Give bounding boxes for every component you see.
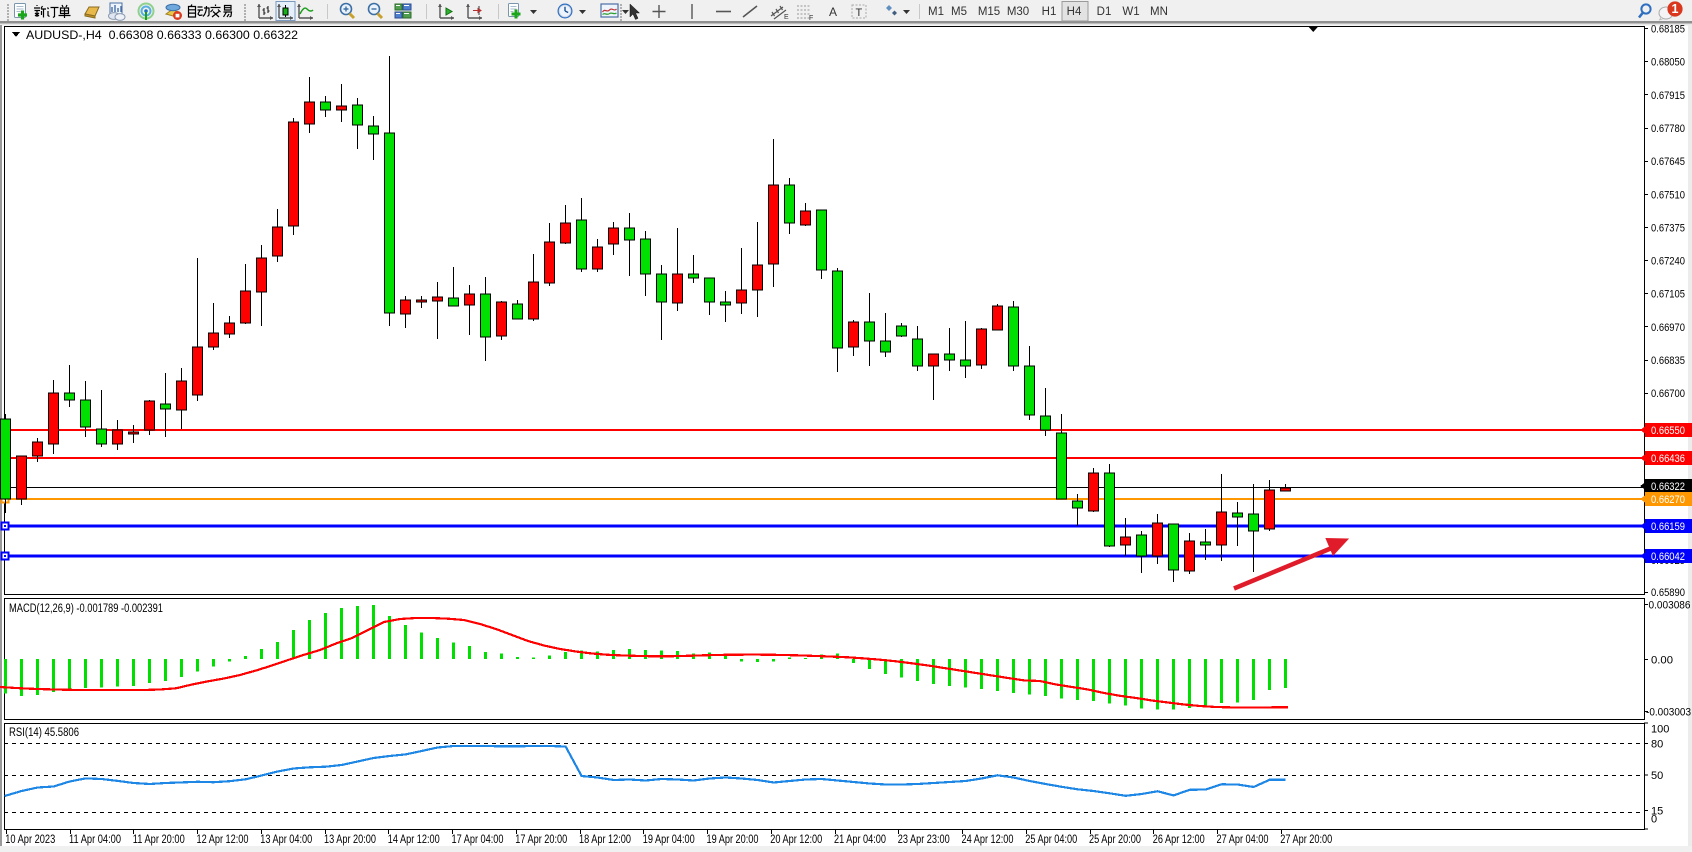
svg-text:19 Apr 20:00: 19 Apr 20:00 [707,834,759,846]
svg-text:13 Apr 04:00: 13 Apr 04:00 [260,834,312,846]
svg-text:0.66835: 0.66835 [1651,355,1685,367]
svg-text:0.00: 0.00 [1651,655,1673,667]
svg-text:0.67915: 0.67915 [1651,90,1685,102]
svg-text:0.67645: 0.67645 [1651,156,1685,168]
svg-text:M15: M15 [978,6,1000,18]
svg-text:0.67240: 0.67240 [1651,256,1685,268]
svg-text:19 Apr 04:00: 19 Apr 04:00 [643,834,695,846]
svg-text:RSI(14) 45.5806: RSI(14) 45.5806 [9,727,79,739]
svg-text:0.67375: 0.67375 [1651,222,1685,234]
svg-text:D1: D1 [1097,6,1112,18]
svg-text:-0.003003: -0.003003 [1646,707,1691,719]
svg-text:0.003086: 0.003086 [1649,599,1691,611]
svg-text:0.68185: 0.68185 [1651,24,1685,36]
svg-text:T: T [856,7,863,19]
svg-text:H4: H4 [1067,6,1082,18]
svg-text:0.65890: 0.65890 [1651,587,1685,599]
svg-text:M5: M5 [951,6,967,18]
svg-text:13 Apr 20:00: 13 Apr 20:00 [324,834,376,846]
svg-text:14 Apr 12:00: 14 Apr 12:00 [388,834,440,846]
svg-text:0.66436: 0.66436 [1651,453,1685,465]
svg-text:0.66550: 0.66550 [1651,425,1685,437]
svg-text:25 Apr 20:00: 25 Apr 20:00 [1089,834,1141,846]
svg-text:M30: M30 [1007,6,1029,18]
svg-text:15: 15 [1651,806,1663,818]
svg-text:18 Apr 12:00: 18 Apr 12:00 [579,834,631,846]
svg-text:H1: H1 [1042,6,1057,18]
svg-text:0.68050: 0.68050 [1651,57,1685,69]
svg-text:0.67105: 0.67105 [1651,289,1685,301]
svg-text:W1: W1 [1122,6,1139,18]
svg-text:MACD(12,26,9) -0.001789 -0.002: MACD(12,26,9) -0.001789 -0.002391 [9,603,163,615]
svg-text:80: 80 [1651,739,1663,751]
svg-text:MN: MN [1150,6,1168,18]
svg-text:17 Apr 20:00: 17 Apr 20:00 [515,834,567,846]
svg-text:0.66042: 0.66042 [1651,551,1685,563]
svg-text:A: A [829,5,837,19]
svg-text:11 Apr 20:00: 11 Apr 20:00 [133,834,185,846]
svg-text:12 Apr 12:00: 12 Apr 12:00 [197,834,249,846]
svg-text:0.66322: 0.66322 [1651,481,1685,493]
svg-text:0.66700: 0.66700 [1651,388,1685,400]
svg-text:0.66270: 0.66270 [1651,494,1685,506]
svg-text:0.67780: 0.67780 [1651,123,1685,135]
svg-text:0.67510: 0.67510 [1651,189,1685,201]
svg-text:25 Apr 04:00: 25 Apr 04:00 [1025,834,1077,846]
svg-text:27 Apr 20:00: 27 Apr 20:00 [1280,834,1332,846]
svg-text:20 Apr 12:00: 20 Apr 12:00 [770,834,822,846]
svg-text:26 Apr 12:00: 26 Apr 12:00 [1153,834,1205,846]
svg-text:M1: M1 [928,6,944,18]
svg-text:0.66159: 0.66159 [1651,521,1685,533]
svg-text:24 Apr 12:00: 24 Apr 12:00 [962,834,1014,846]
svg-text:F: F [809,15,813,22]
svg-text:1: 1 [1672,2,1679,16]
svg-text:E: E [784,14,789,21]
svg-text:0.66970: 0.66970 [1651,322,1685,334]
svg-text:21 Apr 04:00: 21 Apr 04:00 [834,834,886,846]
svg-text:100: 100 [1651,723,1669,735]
svg-text:11 Apr 04:00: 11 Apr 04:00 [69,834,121,846]
svg-text:AUDUSD-,H4 0.66308 0.66333 0.: AUDUSD-,H4 0.66308 0.66333 0.66300 0.663… [26,28,298,42]
svg-text:0: 0 [1651,813,1657,825]
svg-text:10 Apr 2023: 10 Apr 2023 [5,834,55,846]
svg-text:23 Apr 23:00: 23 Apr 23:00 [898,834,950,846]
svg-text:27 Apr 04:00: 27 Apr 04:00 [1217,834,1269,846]
svg-text:17 Apr 04:00: 17 Apr 04:00 [452,834,504,846]
svg-text:50: 50 [1651,770,1663,782]
